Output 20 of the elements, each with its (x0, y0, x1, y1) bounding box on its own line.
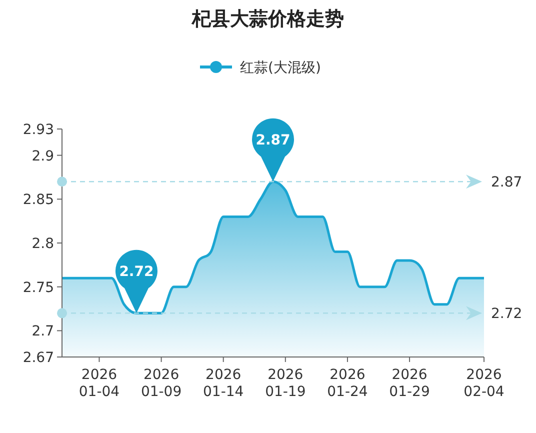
ref-line-label: 2.87 (491, 174, 522, 191)
y-tick-label: 2.67 (22, 350, 54, 366)
x-tick-label: 2026 02-04 (464, 367, 504, 400)
y-tick-label: 2.85 (22, 192, 54, 208)
chart-title: 杞县大蒜价格走势 (191, 8, 344, 30)
y-tick-label: 2.7 (32, 324, 54, 340)
y-tick-label: 2.75 (22, 280, 54, 296)
ref-line-label: 2.72 (491, 306, 522, 322)
x-tick-label: 2026 01-14 (203, 367, 244, 400)
annotation: 2.87 (256, 132, 290, 149)
y-tick-label: 2.9 (32, 148, 54, 164)
x-tick-label: 2026 01-04 (78, 367, 120, 400)
x-tick-label: 2026 01-29 (389, 367, 430, 400)
legend-label: 红蒜(大混级) (240, 60, 321, 76)
y-tick-label: 2.93 (22, 122, 54, 138)
x-tick-label: 2026 01-19 (265, 367, 306, 400)
x-tick-label: 2026 01-24 (327, 367, 368, 400)
annotation: 2.72 (119, 264, 154, 280)
y-tick-label: 2.8 (32, 236, 54, 252)
x-tick-label: 2026 01-09 (140, 367, 182, 400)
